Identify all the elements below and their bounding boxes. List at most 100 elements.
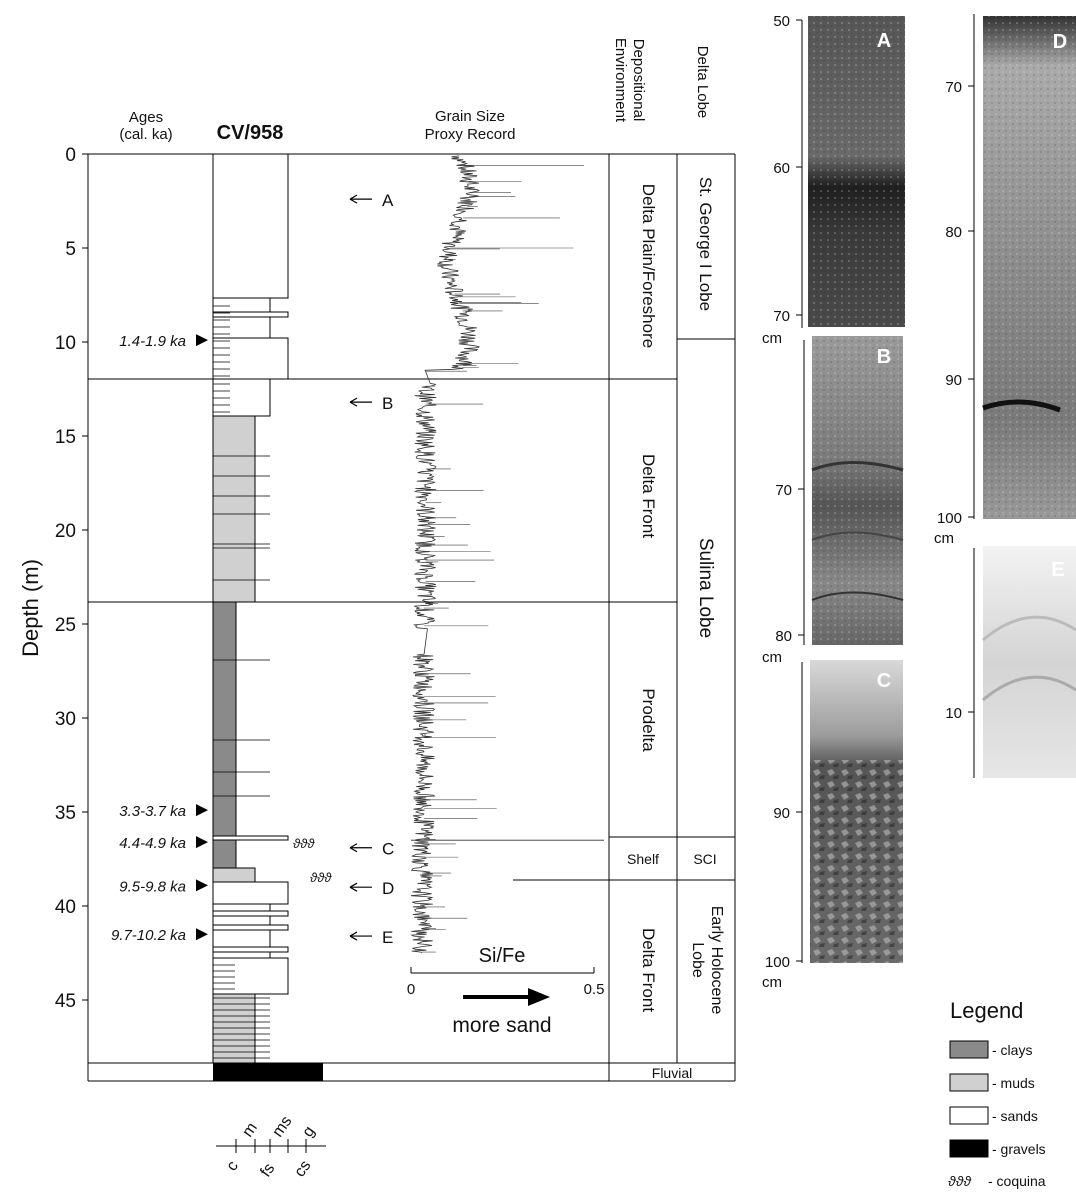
photo-d-tick-70: 70: [945, 79, 962, 96]
lobe-st-george: St. George I Lobe: [696, 177, 715, 311]
scale-cs: cs: [291, 1157, 314, 1180]
svg-text:ϑϑϑ: ϑϑϑ: [310, 870, 332, 885]
core-photo-d: D 70 80 90 100 cm: [934, 14, 1076, 547]
core-name: CV/958: [217, 122, 284, 144]
si-fe-min: 0: [407, 981, 415, 998]
photo-b-tick-70: 70: [775, 482, 792, 499]
lobe-early-holocene: Early Holocene: [708, 906, 725, 1015]
age-marker-icon: [196, 804, 208, 817]
core-photos: A 50 60 70 cm B 70 80 cm: [762, 13, 1076, 991]
si-fe-axis: Si/Fe 0 0.5 more sand: [407, 945, 605, 1037]
sample-marker-label: B: [382, 394, 393, 413]
age-label: 3.3-3.7 ka: [119, 803, 186, 820]
sample-markers: A B C D E: [349, 191, 394, 947]
log-frame: [87, 153, 736, 1082]
photo-b-unit: cm: [762, 649, 782, 666]
y-tick-label: 10: [55, 333, 76, 354]
lobe-sulina: Sulina Lobe: [695, 538, 716, 638]
photo-c-tick-90: 90: [773, 805, 790, 822]
age-label: 1.4-1.9 ka: [119, 333, 186, 350]
legend-label-clays: - clays: [992, 1042, 1032, 1058]
y-tick-label: 15: [55, 427, 76, 448]
y-tick-label: 20: [55, 521, 76, 542]
sample-marker-label: A: [382, 191, 394, 210]
photo-a-tick-50: 50: [773, 13, 790, 30]
core-photo-e: E 10: [945, 546, 1076, 778]
photo-c-tick-100: 100: [765, 954, 790, 971]
grain-size-title: Grain Size: [435, 108, 505, 125]
age-marker-icon: [196, 334, 208, 347]
photo-a-tick-60: 60: [773, 160, 790, 177]
sample-marker-label: C: [382, 840, 394, 859]
photo-b-label: B: [877, 346, 891, 368]
arrow-left-icon: [349, 931, 358, 941]
photo-e-label: E: [1051, 559, 1064, 581]
photo-d-tick-80: 80: [945, 224, 962, 241]
y-tick-label: 45: [55, 991, 76, 1012]
core-photo-a: A 50 60 70 cm: [762, 13, 905, 347]
env-shelf: Shelf: [627, 851, 659, 867]
dep-env-title: Depositional: [630, 39, 647, 122]
grain-size-scale: m ms g c fs cs: [216, 1113, 326, 1180]
legend-swatch-clays: [949, 1040, 989, 1059]
si-fe-max: 0.5: [584, 981, 605, 998]
coquina-symbols: ϑϑϑ ϑϑϑ: [293, 836, 332, 885]
legend-label-coquina: - coquina: [988, 1173, 1046, 1189]
y-tick-label: 30: [55, 709, 76, 730]
lobe-early-holocene-2: Lobe: [689, 942, 706, 978]
grain-size-subtitle: Proxy Record: [425, 126, 516, 143]
age-label: 9.7-10.2 ka: [111, 927, 186, 944]
more-sand-label: more sand: [452, 1014, 551, 1037]
legend-swatch-gravels: [949, 1139, 989, 1158]
scale-g: g: [299, 1123, 318, 1140]
si-fe-title: Si/Fe: [479, 945, 526, 967]
coquina-icon: ϑϑϑ: [948, 1173, 972, 1189]
photo-e-tick-10: 10: [945, 705, 962, 722]
arrow-left-icon: [349, 882, 358, 892]
photo-d-tick-90: 90: [945, 372, 962, 389]
env-delta-front-lower: Delta Front: [639, 928, 658, 1012]
age-marker-icon: [196, 928, 208, 941]
y-tick-label: 25: [55, 615, 76, 636]
core-photo-c: C 90 100 cm: [762, 660, 903, 991]
photo-d-tick-100: 100: [937, 510, 962, 527]
photo-c-unit: cm: [762, 974, 782, 991]
sample-marker-label: D: [382, 879, 394, 898]
legend-label-gravels: - gravels: [992, 1141, 1046, 1157]
photo-b-tick-80: 80: [775, 628, 792, 645]
more-sand-arrow-icon: [528, 988, 550, 1006]
env-delta-front-upper: Delta Front: [639, 454, 658, 538]
ages: 1.4-1.9 ka 3.3-3.7 ka 4.4-4.9 ka 9.5-9.8 ka…: [111, 333, 208, 944]
lithology-column: [212, 153, 323, 1081]
core-photo-b: B 70 80 cm: [762, 336, 904, 666]
photo-a-tick-70: 70: [773, 308, 790, 325]
legend-swatch-sands: [949, 1106, 989, 1125]
y-tick-label: 0: [65, 145, 76, 166]
arrow-left-icon: [349, 194, 358, 204]
env-delta-plain: Delta Plain/Foreshore: [639, 184, 658, 348]
y-axis-label: Depth (m): [18, 559, 43, 657]
svg-text:ϑϑϑ: ϑϑϑ: [293, 836, 315, 851]
env-fluvial: Fluvial: [652, 1065, 692, 1081]
lobe-labels: St. George I Lobe Sulina Lobe SCI Early …: [689, 177, 725, 1014]
age-marker-icon: [196, 836, 208, 849]
arrow-left-icon: [349, 397, 358, 407]
lobe-sci: SCI: [693, 851, 716, 867]
photo-a-unit: cm: [762, 330, 782, 347]
dep-env-title-2: Environment: [612, 38, 629, 123]
environment-labels: Delta Plain/Foreshore Delta Front Prodel…: [627, 184, 692, 1081]
legend-label-sands: - sands: [992, 1108, 1038, 1124]
photo-d-label: D: [1053, 31, 1067, 53]
y-tick-label: 40: [55, 897, 76, 918]
grain-size-curve: [410, 155, 604, 954]
sample-marker-label: E: [382, 928, 393, 947]
y-tick-label: 35: [55, 803, 76, 824]
legend-swatch-muds: [949, 1073, 989, 1092]
legend-label-muds: - muds: [992, 1075, 1035, 1091]
photo-c-label: C: [877, 670, 891, 692]
legend-title: Legend: [950, 998, 1023, 1023]
legend: Legend - clays - muds - sands - gravels …: [948, 998, 1046, 1189]
photo-a-label: A: [877, 30, 891, 52]
env-prodelta: Prodelta: [639, 688, 658, 752]
